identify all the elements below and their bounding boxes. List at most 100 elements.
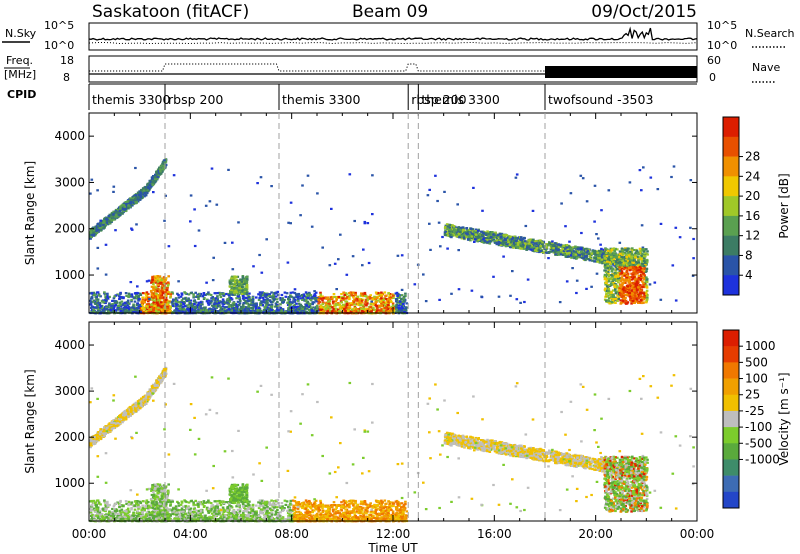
power-cell	[202, 306, 206, 309]
power-cell	[247, 307, 250, 310]
power-cell	[256, 309, 259, 312]
power-cell	[373, 297, 376, 300]
power-cell	[116, 293, 119, 296]
power-cell	[120, 300, 124, 303]
power-cell	[116, 215, 119, 218]
power-cell	[350, 302, 353, 305]
power-cell	[474, 228, 478, 231]
power-cell	[347, 307, 350, 310]
power-cell	[327, 299, 330, 302]
power-cell	[511, 240, 514, 243]
power-cell	[145, 303, 149, 306]
power-cell	[264, 304, 268, 307]
power-cell	[539, 245, 542, 248]
power-cell	[361, 294, 364, 297]
power-cell	[186, 304, 189, 307]
power-cell	[127, 295, 130, 299]
power-cell	[591, 259, 594, 262]
power-cell	[358, 297, 362, 300]
power-cell	[155, 301, 159, 304]
power-cell	[112, 218, 116, 221]
power-cell	[352, 301, 356, 304]
power-cell	[99, 228, 102, 231]
power-cell	[228, 294, 231, 297]
power-cell	[485, 236, 488, 240]
power-cell	[147, 307, 151, 310]
power-cell	[287, 299, 291, 302]
power-cell	[500, 232, 504, 235]
power-cell	[593, 252, 597, 255]
power-cell	[187, 293, 191, 296]
power-cell	[363, 291, 367, 295]
power-cell	[123, 202, 126, 205]
power-cell	[245, 283, 249, 286]
power-cell	[358, 299, 362, 302]
power-cell	[288, 304, 291, 307]
power-cell	[303, 295, 306, 298]
power-cell	[321, 295, 324, 298]
power-cell	[301, 298, 304, 301]
power-cell	[355, 296, 359, 299]
power-cell	[378, 304, 381, 307]
power-cell	[214, 302, 218, 305]
power-cell	[306, 307, 309, 310]
power-cell	[376, 304, 379, 307]
power-cell	[337, 308, 340, 311]
power-cell	[139, 191, 143, 195]
power-cell	[557, 253, 561, 256]
power-cell	[287, 307, 290, 310]
power-cell	[380, 309, 383, 312]
power-cell	[311, 297, 314, 300]
power-cell	[180, 293, 184, 296]
power-cell	[93, 226, 96, 229]
power-cell	[486, 230, 489, 233]
power-cell	[103, 291, 106, 294]
power-cell	[314, 299, 318, 302]
power-cell	[466, 230, 470, 234]
power-cell	[154, 278, 157, 281]
power-cell	[121, 207, 125, 211]
power-cell	[165, 289, 169, 292]
power-cell	[462, 237, 466, 240]
power-cell	[598, 256, 601, 260]
power-cell	[160, 309, 164, 312]
power-cell	[158, 275, 162, 278]
power-cell	[445, 223, 449, 226]
noise-right-tick-bottom: 10^0	[707, 39, 737, 52]
power-cell	[289, 291, 293, 294]
power-cell	[119, 207, 122, 210]
power-cell	[489, 231, 492, 234]
power-cell	[315, 298, 318, 301]
power-cell	[496, 233, 500, 236]
power-cell	[380, 297, 383, 300]
power-cell	[222, 294, 226, 297]
power-cell	[166, 292, 170, 295]
power-cell	[127, 303, 130, 306]
power-cell	[548, 242, 552, 245]
power-cell	[144, 194, 148, 197]
power-cell	[280, 293, 284, 297]
power-cell	[521, 241, 524, 244]
power-cell	[157, 306, 160, 309]
power-cell	[210, 310, 213, 313]
power-cell	[156, 303, 160, 306]
power-cell	[90, 306, 93, 309]
power-cell	[564, 251, 567, 254]
power-cell	[138, 303, 142, 306]
power-cell	[495, 241, 498, 244]
power-cell	[269, 299, 272, 302]
power-cell	[233, 309, 236, 312]
power-cell	[324, 308, 328, 311]
power-cell	[372, 303, 375, 306]
power-cell	[136, 196, 139, 199]
power-cell	[491, 231, 494, 234]
power-cell	[131, 197, 134, 200]
power-cell	[177, 296, 181, 299]
power-cell	[130, 204, 134, 207]
power-cell	[217, 310, 220, 313]
power-cell	[126, 200, 129, 203]
power-cell	[181, 297, 185, 300]
power-cell	[129, 197, 132, 200]
cpid-segment-label: twofsound -3503	[548, 92, 653, 107]
power-cell	[369, 302, 373, 306]
